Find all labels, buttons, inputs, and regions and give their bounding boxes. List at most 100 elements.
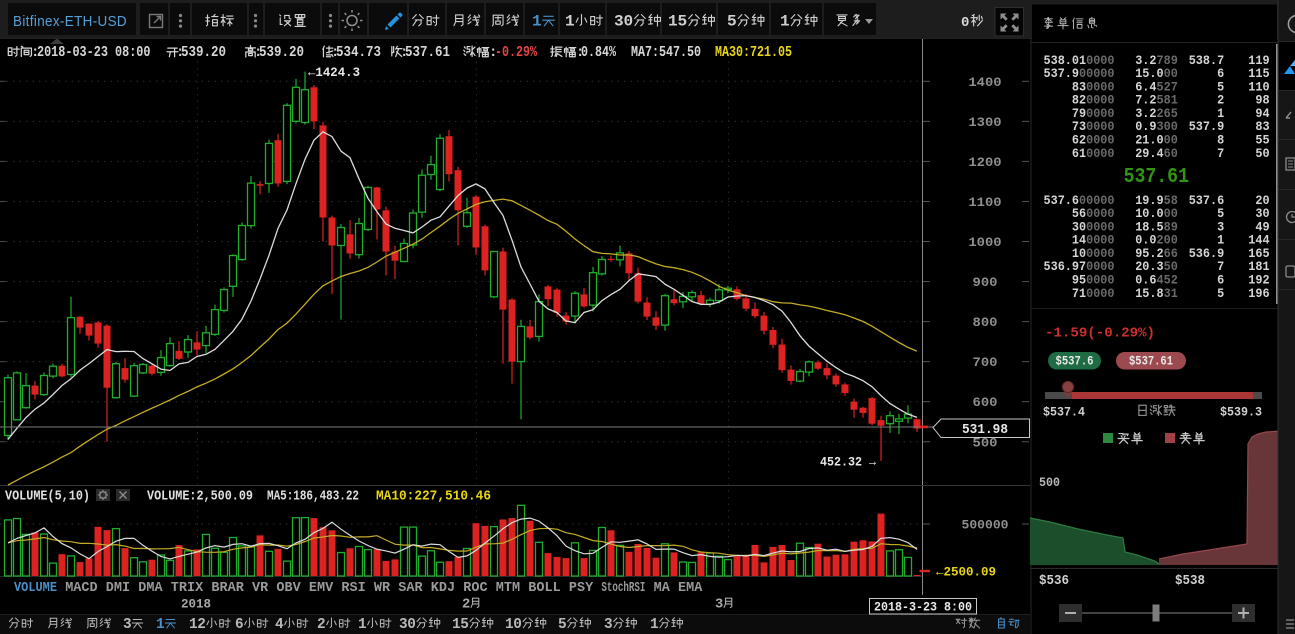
- svg-text:58: 58: [1164, 193, 1178, 208]
- svg-text:3.2: 3.2: [1135, 106, 1156, 121]
- svg-text:527: 527: [1157, 79, 1178, 94]
- svg-text:DMA: DMA: [138, 580, 163, 596]
- svg-text:0000: 0000: [1086, 146, 1115, 161]
- svg-text:MA30:721.05: MA30:721.05: [715, 44, 792, 61]
- svg-text:500000: 500000: [962, 518, 1009, 533]
- svg-text:56: 56: [1072, 206, 1086, 221]
- svg-text:1: 1: [156, 617, 165, 633]
- svg-text:79: 79: [1072, 106, 1086, 121]
- svg-text:110: 110: [1248, 79, 1269, 94]
- svg-text::: :: [489, 45, 497, 61]
- svg-text:30: 30: [1255, 206, 1269, 221]
- svg-text:10: 10: [1072, 246, 1086, 261]
- svg-text:TRIX: TRIX: [171, 580, 204, 596]
- svg-text:62: 62: [1072, 133, 1086, 148]
- svg-text:←1424.3: ←1424.3: [308, 65, 360, 80]
- svg-text:89: 89: [1164, 219, 1178, 234]
- svg-text:6: 6: [1217, 273, 1224, 288]
- svg-text:7.2: 7.2: [1135, 93, 1156, 108]
- svg-text:1100: 1100: [968, 195, 1001, 210]
- svg-text:3: 3: [399, 617, 408, 633]
- svg-text:1: 1: [650, 617, 659, 633]
- svg-text:BOLL: BOLL: [528, 580, 560, 596]
- svg-text:20: 20: [1255, 193, 1269, 208]
- svg-text:5: 5: [678, 13, 688, 31]
- svg-text:7: 7: [1217, 259, 1224, 274]
- svg-text:0000: 0000: [1086, 206, 1115, 221]
- svg-text:VOLUME: VOLUME: [14, 580, 57, 596]
- svg-text:0000: 0000: [1086, 233, 1115, 248]
- svg-text:0: 0: [624, 13, 634, 31]
- svg-text:0.0: 0.0: [1135, 233, 1156, 248]
- svg-text::: :: [176, 45, 184, 61]
- svg-text:OBV: OBV: [276, 580, 301, 596]
- svg-text:3: 3: [614, 13, 624, 31]
- svg-text:15.0: 15.0: [1135, 66, 1164, 81]
- svg-text:0000: 0000: [1086, 286, 1115, 301]
- svg-text:7: 7: [1217, 146, 1224, 161]
- svg-text:94: 94: [1255, 106, 1269, 121]
- svg-text:537.61: 537.61: [405, 44, 450, 61]
- svg-text:1: 1: [565, 13, 575, 31]
- svg-text:2018-3-23 8:00: 2018-3-23 8:00: [874, 600, 972, 615]
- svg-text:534.73: 534.73: [336, 44, 381, 61]
- svg-text:MA7:547.50: MA7:547.50: [631, 44, 701, 61]
- svg-text:6: 6: [1217, 66, 1224, 81]
- svg-text:95.2: 95.2: [1135, 246, 1164, 261]
- svg-text:VR: VR: [252, 580, 269, 596]
- svg-text:95: 95: [1072, 273, 1086, 288]
- svg-text:700: 700: [973, 355, 998, 370]
- svg-text:0000: 0000: [1086, 106, 1115, 121]
- svg-text:DMI: DMI: [106, 580, 130, 596]
- svg-text::: :: [400, 45, 408, 61]
- svg-text:531.98: 531.98: [962, 423, 1008, 438]
- svg-text:5: 5: [1217, 286, 1224, 301]
- svg-text:00000: 00000: [1079, 66, 1115, 81]
- svg-text:21.0: 21.0: [1135, 133, 1164, 148]
- svg-text:537.6: 537.6: [1044, 193, 1080, 208]
- svg-text:0.9: 0.9: [1135, 119, 1156, 134]
- svg-text:3.2: 3.2: [1135, 53, 1156, 68]
- svg-text:539.20: 539.20: [181, 44, 226, 61]
- svg-text:196: 196: [1248, 286, 1269, 301]
- svg-text:60: 60: [1164, 146, 1178, 161]
- svg-text:115: 115: [1248, 66, 1269, 81]
- svg-text:2018-03-23 08:00: 2018-03-23 08:00: [37, 44, 151, 61]
- svg-text:73: 73: [1072, 119, 1086, 134]
- svg-text:537.6: 537.6: [1189, 193, 1225, 208]
- svg-text:ROC: ROC: [463, 580, 488, 596]
- svg-text:1: 1: [1217, 233, 1224, 248]
- svg-text:500: 500: [973, 435, 998, 450]
- svg-text:119: 119: [1248, 53, 1269, 68]
- svg-text::: :: [331, 45, 339, 61]
- svg-text:-0.29%: -0.29%: [495, 44, 538, 61]
- svg-text:50: 50: [1255, 146, 1269, 161]
- svg-text:10.0: 10.0: [1135, 206, 1164, 221]
- svg-text:00000: 00000: [1079, 193, 1115, 208]
- svg-text:5: 5: [460, 617, 469, 633]
- svg-text:3: 3: [1217, 219, 1224, 234]
- svg-text:StochRSI: StochRSI: [601, 580, 645, 596]
- svg-text:5: 5: [727, 13, 737, 31]
- svg-text:0000: 0000: [1086, 119, 1115, 134]
- svg-text:192: 192: [1248, 273, 1269, 288]
- svg-text:3: 3: [715, 597, 723, 612]
- svg-text:$536: $536: [1039, 573, 1069, 589]
- svg-text:538.01: 538.01: [1044, 53, 1087, 68]
- svg-text:1: 1: [452, 617, 461, 633]
- svg-text:300: 300: [1157, 119, 1178, 134]
- svg-text:-1.59(-0.29%): -1.59(-0.29%): [1045, 326, 1155, 342]
- svg-text:1: 1: [505, 617, 514, 633]
- svg-text:18.5: 18.5: [1135, 219, 1164, 234]
- svg-text:KDJ: KDJ: [431, 580, 455, 596]
- svg-text:RSI: RSI: [341, 580, 365, 596]
- svg-text:71: 71: [1072, 286, 1086, 301]
- svg-text:1400: 1400: [968, 75, 1001, 90]
- svg-text:0000: 0000: [1086, 273, 1115, 288]
- svg-text:0: 0: [961, 15, 969, 31]
- svg-text:MA10:227,510.46: MA10:227,510.46: [376, 489, 491, 505]
- svg-text:MACD: MACD: [65, 580, 97, 596]
- svg-text:VOLUME(5,10): VOLUME(5,10): [5, 489, 90, 505]
- svg-text:452.32 →: 452.32 →: [820, 455, 876, 470]
- svg-text:31: 31: [1164, 286, 1178, 301]
